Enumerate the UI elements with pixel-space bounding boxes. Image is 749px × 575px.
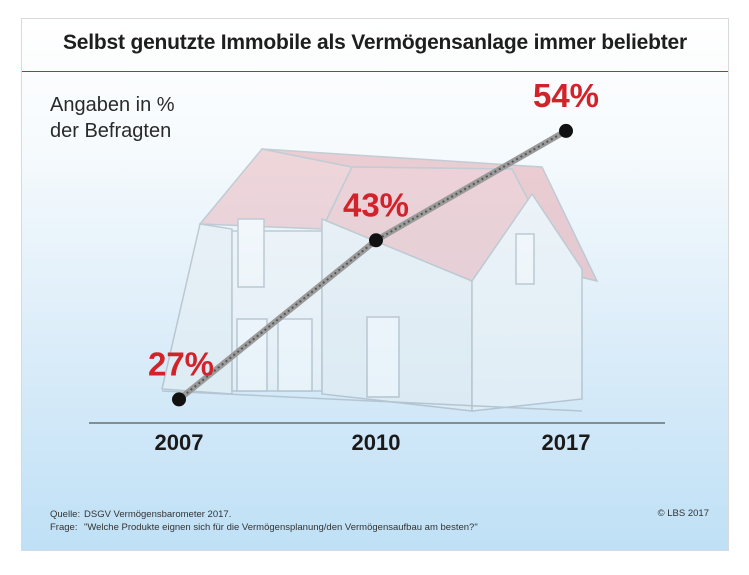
footer-notes: Quelle: DSGV Vermögensbarometer 2017. Fra…: [50, 508, 478, 534]
source-text: DSGV Vermögensbarometer 2017.: [84, 509, 232, 520]
x-tick-label: 2007: [155, 430, 204, 455]
data-label: 54%: [533, 77, 599, 114]
data-point: [369, 233, 383, 248]
question-text: "Welche Produkte eignen sich für die Ver…: [84, 522, 478, 533]
data-point: [559, 123, 573, 138]
line-chart: 27% 2007 43% 2010 54% 2017: [89, 77, 665, 455]
data-label: 43%: [343, 186, 409, 223]
house-illustration: [161, 148, 599, 412]
title-divider: [22, 71, 728, 72]
source-label: Quelle:: [50, 509, 81, 520]
data-label: 27%: [148, 345, 214, 382]
y-axis-unit-label: Angaben in % der Befragten: [50, 94, 175, 142]
chart-frame: Selbst genutzte Immobile als Vermögensan…: [21, 18, 729, 551]
plot-area: 27% 2007 43% 2010 54% 2017: [148, 77, 599, 455]
question-label: Frage:: [50, 522, 78, 533]
chart-title: Selbst genutzte Immobile als Vermögensan…: [62, 31, 688, 54]
copyright: © LBS 2017: [657, 508, 709, 519]
x-tick-label: 2010: [352, 430, 401, 455]
x-tick-label: 2017: [542, 430, 591, 455]
data-point: [172, 392, 186, 407]
